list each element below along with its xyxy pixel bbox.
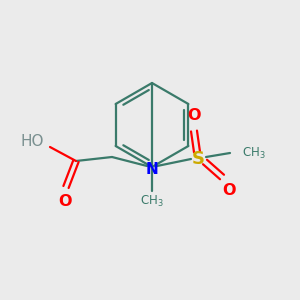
Text: O: O bbox=[187, 108, 201, 123]
Text: O: O bbox=[222, 183, 236, 198]
Text: S: S bbox=[191, 150, 205, 168]
Text: O: O bbox=[58, 194, 72, 209]
Text: HO: HO bbox=[20, 134, 44, 149]
Text: CH$_3$: CH$_3$ bbox=[242, 146, 266, 160]
Text: N: N bbox=[146, 161, 158, 176]
Text: CH$_3$: CH$_3$ bbox=[140, 194, 164, 209]
